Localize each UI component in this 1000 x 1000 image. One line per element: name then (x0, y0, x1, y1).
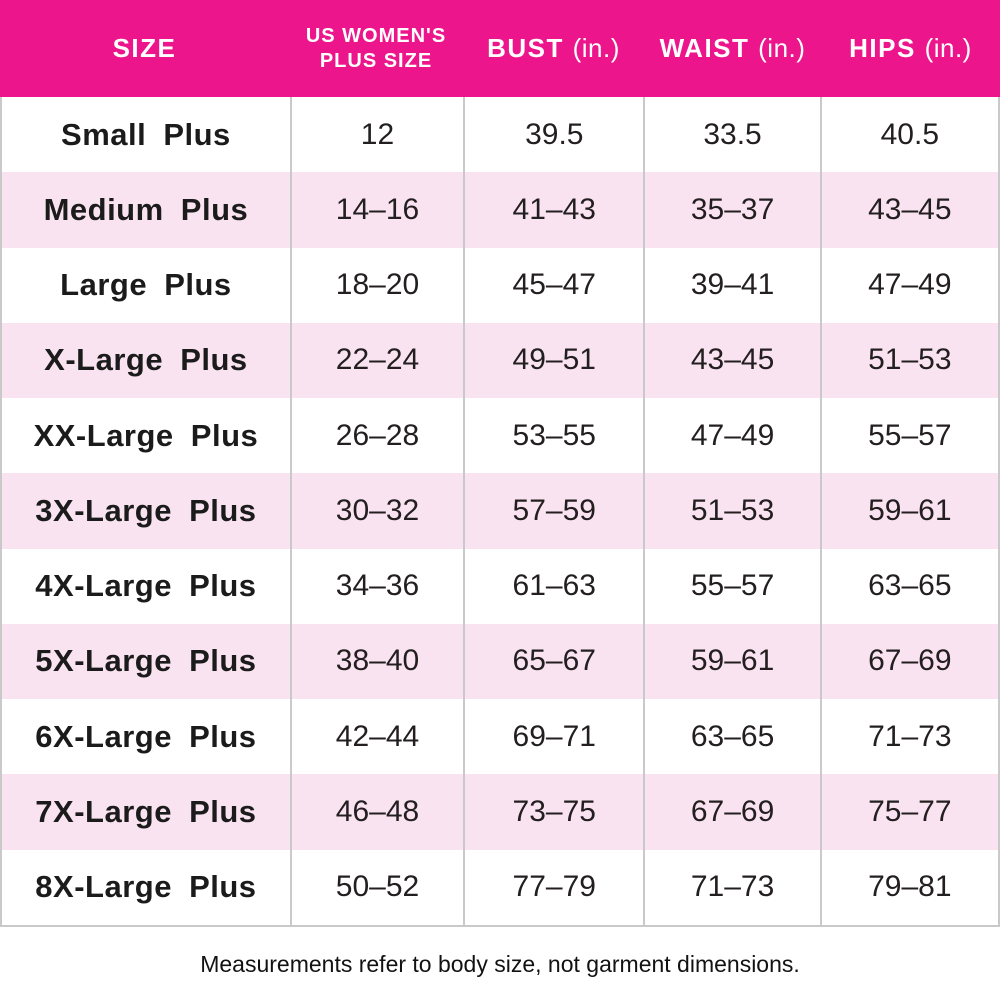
size-name-cell: XX-Large Plus (33, 417, 259, 453)
bust-cell: 57–59 (463, 473, 643, 549)
us-cell: 30–32 (289, 473, 463, 549)
header-waist-unit: (in.) (758, 33, 806, 64)
waist-cell: 33.5 (643, 97, 819, 173)
hips-cell: 63–65 (819, 548, 998, 624)
size-name-cell: 4X-Large Plus (35, 568, 257, 604)
waist-cell: 43–45 (643, 322, 819, 399)
size-name-cell: 7X-Large Plus (35, 794, 257, 830)
table-row: Medium Plus 14–16 41–43 35–37 43–45 (2, 172, 998, 248)
table-row: 8X-Large Plus 50–52 77–79 71–73 79–81 (2, 849, 998, 925)
table-row: XX-Large Plus 26–28 53–55 47–49 55–57 (2, 398, 998, 474)
size-name-cell: 6X-Large Plus (35, 718, 257, 754)
size-name-cell: X-Large Plus (44, 342, 248, 378)
table-row: 3X-Large Plus 30–32 57–59 51–53 59–61 (2, 473, 998, 549)
bust-cell: 73–75 (463, 774, 643, 850)
waist-cell: 59–61 (643, 623, 819, 700)
header-size: SIZE (0, 34, 289, 63)
us-cell: 14–16 (289, 172, 463, 248)
waist-cell: 47–49 (643, 398, 819, 474)
bust-cell: 65–67 (463, 623, 643, 700)
size-name-cell: Large Plus (60, 267, 232, 303)
bust-cell: 53–55 (463, 398, 643, 474)
hips-cell: 79–81 (819, 849, 998, 925)
header-bust-label: BUST (487, 33, 564, 64)
hips-cell: 47–49 (819, 247, 998, 323)
header-us-line2: PLUS SIZE (319, 49, 433, 72)
header-us-line1: US WOMEN'S (305, 24, 447, 47)
table-header: SIZE US WOMEN'S PLUS SIZE BUST (in.) WAI… (0, 0, 1000, 97)
bust-cell: 61–63 (463, 548, 643, 624)
header-bust: BUST (in.) (463, 34, 644, 63)
hips-cell: 51–53 (819, 322, 998, 399)
us-cell: 50–52 (289, 849, 463, 925)
table-row: 5X-Large Plus 38–40 65–67 59–61 67–69 (2, 623, 998, 700)
header-waist: WAIST (in.) (644, 34, 821, 63)
hips-cell: 75–77 (819, 774, 998, 850)
waist-cell: 51–53 (643, 473, 819, 549)
hips-cell: 40.5 (819, 97, 998, 173)
table-row: 6X-Large Plus 42–44 69–71 63–65 71–73 (2, 699, 998, 775)
waist-cell: 35–37 (643, 172, 819, 248)
table-row: 4X-Large Plus 34–36 61–63 55–57 63–65 (2, 548, 998, 624)
bust-cell: 39.5 (463, 97, 643, 173)
header-hips-label: HIPS (849, 33, 916, 64)
table-body: Small Plus 12 39.5 33.5 40.5 Medium Plus 14–16… (0, 97, 1000, 927)
waist-cell: 39–41 (643, 247, 819, 323)
us-cell: 38–40 (289, 623, 463, 700)
header-hips-unit: (in.) (924, 33, 972, 64)
hips-cell: 43–45 (819, 172, 998, 248)
table-row: Large Plus 18–20 45–47 39–41 47–49 (2, 247, 998, 323)
header-waist-label: WAIST (659, 33, 750, 64)
size-name-cell: 8X-Large Plus (35, 869, 257, 905)
hips-cell: 55–57 (819, 398, 998, 474)
waist-cell: 63–65 (643, 699, 819, 775)
waist-cell: 71–73 (643, 849, 819, 925)
hips-cell: 71–73 (819, 699, 998, 775)
size-name-cell: 5X-Large Plus (35, 643, 257, 679)
measurement-note: Measurements refer to body size, not gar… (200, 950, 800, 977)
bust-cell: 77–79 (463, 849, 643, 925)
hips-cell: 59–61 (819, 473, 998, 549)
header-us-plus-size: US WOMEN'S PLUS SIZE (289, 24, 463, 74)
us-cell: 26–28 (289, 398, 463, 474)
bust-cell: 45–47 (463, 247, 643, 323)
hips-cell: 67–69 (819, 623, 998, 700)
waist-cell: 67–69 (643, 774, 819, 850)
table-row: Small Plus 12 39.5 33.5 40.5 (2, 97, 998, 173)
table-row: 7X-Large Plus 46–48 73–75 67–69 75–77 (2, 774, 998, 850)
header-hips: HIPS (in.) (821, 34, 1000, 63)
us-cell: 12 (289, 97, 463, 173)
size-name-cell: Small Plus (61, 116, 231, 152)
bust-cell: 49–51 (463, 322, 643, 399)
us-cell: 22–24 (289, 322, 463, 399)
bust-cell: 69–71 (463, 699, 643, 775)
bust-cell: 41–43 (463, 172, 643, 248)
us-cell: 18–20 (289, 247, 463, 323)
header-bust-unit: (in.) (572, 33, 620, 64)
table-row: X-Large Plus 22–24 49–51 43–45 51–53 (2, 322, 998, 399)
waist-cell: 55–57 (643, 548, 819, 624)
size-name-cell: Medium Plus (43, 191, 249, 227)
us-cell: 34–36 (289, 548, 463, 624)
us-cell: 46–48 (289, 774, 463, 850)
header-size-label: SIZE (112, 33, 177, 64)
us-cell: 42–44 (289, 699, 463, 775)
size-name-cell: 3X-Large Plus (35, 492, 257, 528)
